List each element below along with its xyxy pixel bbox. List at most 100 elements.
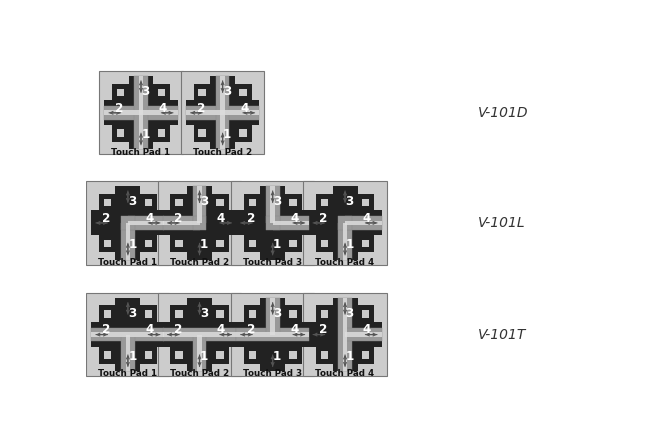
Bar: [285, 235, 302, 252]
Bar: [210, 76, 235, 149]
Bar: [91, 322, 164, 347]
Bar: [212, 235, 229, 252]
Bar: [91, 328, 164, 342]
Bar: [129, 76, 154, 149]
Bar: [158, 293, 241, 376]
Bar: [362, 199, 369, 206]
Text: 2: 2: [115, 102, 123, 115]
Text: 2: 2: [102, 212, 111, 225]
Bar: [199, 129, 206, 137]
Text: 1: 1: [128, 238, 137, 251]
Bar: [345, 332, 382, 337]
Bar: [338, 223, 352, 260]
Text: 2: 2: [174, 212, 182, 225]
Bar: [104, 199, 111, 206]
Bar: [193, 334, 207, 371]
Bar: [266, 216, 280, 230]
Bar: [197, 186, 202, 223]
Bar: [316, 347, 333, 363]
Bar: [321, 240, 328, 247]
Text: 2: 2: [319, 212, 327, 225]
Bar: [338, 298, 352, 371]
Circle shape: [108, 203, 148, 243]
Bar: [343, 298, 348, 371]
Bar: [321, 199, 328, 206]
Bar: [163, 220, 199, 225]
Bar: [216, 199, 223, 206]
Text: 1: 1: [273, 350, 281, 363]
Bar: [154, 125, 170, 142]
Bar: [316, 306, 333, 322]
Bar: [121, 216, 135, 230]
Text: 1: 1: [346, 238, 354, 251]
Bar: [134, 76, 148, 149]
Bar: [170, 194, 187, 211]
Bar: [285, 347, 302, 363]
Bar: [362, 240, 369, 247]
Bar: [212, 194, 229, 211]
Bar: [358, 347, 374, 363]
Text: 3: 3: [273, 306, 281, 319]
Text: 1: 1: [128, 350, 137, 363]
Text: 2: 2: [247, 212, 255, 225]
Bar: [345, 216, 382, 230]
Bar: [144, 310, 152, 318]
Text: 4: 4: [240, 102, 248, 115]
Bar: [216, 240, 223, 247]
Bar: [104, 310, 111, 318]
Bar: [112, 84, 129, 100]
Bar: [244, 306, 260, 322]
Bar: [236, 332, 309, 337]
Bar: [285, 194, 302, 211]
Bar: [236, 211, 309, 235]
Bar: [121, 223, 135, 260]
Text: 2: 2: [197, 102, 205, 115]
Bar: [170, 347, 187, 363]
Bar: [158, 89, 165, 96]
Bar: [358, 306, 374, 322]
Bar: [266, 298, 280, 334]
Text: 3: 3: [128, 306, 137, 319]
Bar: [139, 76, 144, 149]
Bar: [105, 100, 178, 125]
Bar: [231, 182, 314, 264]
Bar: [128, 216, 164, 230]
Text: V-101T: V-101T: [478, 327, 527, 342]
Bar: [289, 310, 297, 318]
Bar: [272, 220, 309, 225]
Bar: [212, 306, 229, 322]
Bar: [91, 332, 164, 337]
Bar: [99, 194, 115, 211]
Circle shape: [325, 203, 365, 243]
Bar: [140, 347, 157, 363]
Circle shape: [203, 93, 243, 133]
Text: V-101D: V-101D: [478, 106, 529, 120]
Bar: [144, 240, 152, 247]
Bar: [216, 351, 223, 359]
Bar: [158, 129, 165, 137]
Bar: [117, 129, 124, 137]
Bar: [193, 216, 207, 230]
Text: 3: 3: [200, 195, 208, 208]
Text: 3: 3: [223, 85, 231, 98]
Bar: [220, 76, 225, 149]
Bar: [240, 129, 247, 137]
Bar: [87, 293, 170, 376]
Bar: [272, 216, 309, 230]
Bar: [333, 186, 358, 260]
Text: 3: 3: [273, 195, 281, 208]
Bar: [362, 310, 369, 318]
Circle shape: [253, 203, 293, 243]
Bar: [158, 182, 241, 264]
Bar: [260, 186, 285, 260]
Bar: [117, 89, 124, 96]
Bar: [91, 211, 164, 235]
Bar: [140, 194, 157, 211]
Bar: [144, 351, 152, 359]
Text: 1: 1: [142, 128, 150, 141]
Bar: [193, 84, 210, 100]
Bar: [181, 71, 264, 154]
Bar: [231, 293, 314, 376]
Bar: [240, 89, 247, 96]
Bar: [199, 89, 206, 96]
